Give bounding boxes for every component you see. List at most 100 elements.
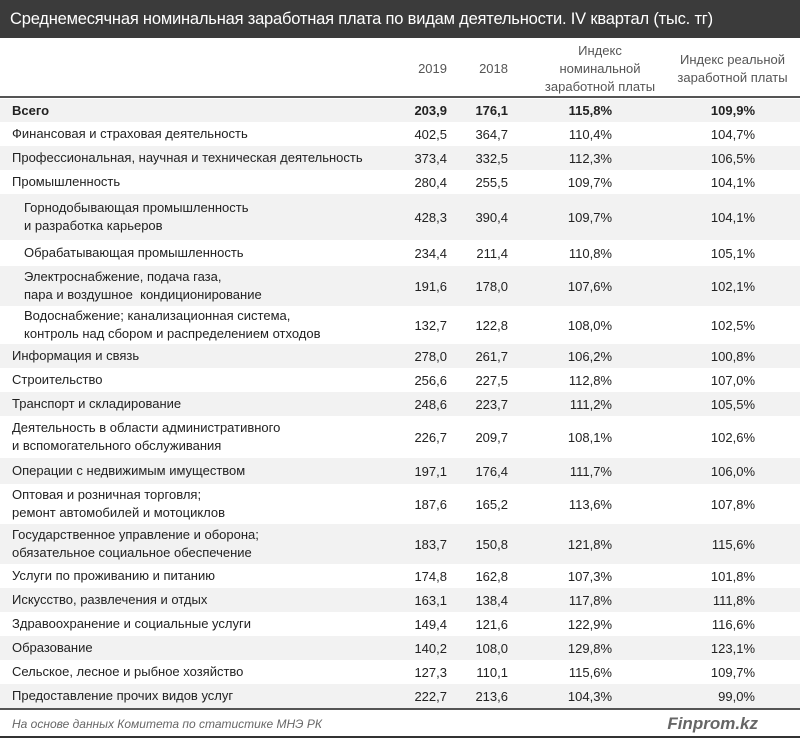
real-index: 106,0%	[710, 463, 755, 479]
value-2019: 140,2	[414, 640, 447, 656]
value-2018: 178,0	[475, 278, 508, 294]
value-2018: 213,6	[475, 688, 508, 704]
row-label: Горнодобывающая промышленность и разрабо…	[24, 200, 249, 233]
table-row: Оптовая и розничная торговля; ремонт авт…	[0, 484, 800, 524]
real-index: 116,6%	[711, 616, 755, 632]
table-row: Водоснабжение; канализационная система, …	[0, 306, 800, 344]
row-label: Информация и связь	[12, 348, 140, 363]
real-index: 104,1%	[710, 174, 755, 190]
row-label: Промышленность	[12, 174, 121, 189]
nominal-index: 107,3%	[567, 568, 612, 584]
value-2018: 209,7	[475, 429, 508, 445]
nominal-index: 113,6%	[568, 496, 612, 512]
row-label: Государственное управление и оборона; об…	[12, 527, 259, 560]
real-index: 111,8%	[712, 592, 755, 608]
value-2019: 127,3	[414, 664, 447, 680]
real-index: 104,7%	[710, 126, 755, 142]
header-nominal-index: Индекс номинальной заработной платы	[544, 43, 656, 94]
table-row: Деятельность в области административного…	[0, 416, 800, 458]
nominal-index: 109,7%	[567, 209, 612, 225]
nominal-index: 122,9%	[567, 616, 612, 632]
value-2019: 132,7	[414, 317, 447, 333]
value-2019: 402,5	[414, 126, 447, 142]
real-index: 123,1%	[710, 640, 755, 656]
nominal-index: 111,7%	[569, 463, 612, 479]
row-label: Профессиональная, научная и техническая …	[12, 150, 363, 165]
real-index: 99,0%	[718, 688, 755, 704]
row-label: Образование	[12, 640, 93, 655]
value-2018: 176,1	[475, 103, 508, 118]
nominal-index: 107,6%	[567, 278, 612, 294]
value-2018: 150,8	[475, 536, 508, 552]
real-index: 105,1%	[710, 245, 755, 261]
value-2019: 163,1	[414, 592, 447, 608]
table-row: Искусство, развлечения и отдых 163,1 138,4…	[0, 588, 800, 612]
value-2019: 191,6	[414, 278, 447, 294]
nominal-index: 117,8%	[568, 592, 612, 608]
real-index: 104,1%	[710, 209, 755, 225]
real-index: 102,6%	[710, 429, 755, 445]
table-row: Промышленность 280,4 255,5 109,7% 104,1%	[0, 170, 800, 194]
nominal-index: 108,1%	[567, 429, 612, 445]
row-label: Водоснабжение; канализационная система, …	[24, 308, 321, 341]
table-row: Горнодобывающая промышленность и разрабо…	[0, 194, 800, 240]
value-2018: 122,8	[475, 317, 508, 333]
value-2018: 211,4	[476, 245, 508, 261]
table-title: Среднемесячная номинальная заработная пл…	[0, 0, 800, 38]
row-label: Здравоохранение и социальные услуги	[12, 616, 251, 631]
real-index: 101,8%	[710, 568, 755, 584]
table-row: Сельское, лесное и рыбное хозяйство 127,3…	[0, 660, 800, 684]
real-index: 100,8%	[710, 348, 755, 364]
row-label: Всего	[12, 102, 50, 118]
value-2019: 256,6	[414, 372, 447, 388]
value-2019: 183,7	[414, 536, 447, 552]
row-label: Строительство	[12, 372, 103, 387]
real-index: 109,7%	[710, 664, 755, 680]
row-label: Электроснабжение, подача газа, пара и во…	[24, 269, 262, 302]
value-2019: 149,4	[414, 616, 447, 632]
table-row: Предоставление прочих видов услуг 222,7 21…	[0, 684, 800, 708]
nominal-index: 115,8%	[568, 103, 612, 118]
table-row: Услуги по проживанию и питанию 174,8 162,8…	[0, 564, 800, 588]
table-row: Обрабатывающая промышленность 234,4 211,4 1…	[0, 240, 800, 266]
table-row: Электроснабжение, подача газа, пара и во…	[0, 266, 800, 306]
table-row: Здравоохранение и социальные услуги 149,4…	[0, 612, 800, 636]
value-2018: 227,5	[475, 372, 508, 388]
row-label: Транспорт и складирование	[12, 396, 182, 411]
table-row: Информация и связь 278,0 261,7 106,2% 100,8%	[0, 344, 800, 368]
value-2018: 110,1	[476, 664, 508, 680]
row-label: Операции с недвижимым имуществом	[12, 463, 246, 478]
nominal-index: 110,4%	[568, 126, 612, 142]
real-index: 106,5%	[710, 150, 755, 166]
footer: На основе данных Комитета по статистике …	[0, 708, 800, 738]
row-label: Деятельность в области административного…	[12, 420, 281, 453]
brand-logo: Finprom.kz	[667, 714, 758, 733]
table-row: Транспорт и складирование 248,6 223,7 111,2…	[0, 392, 800, 416]
value-2019: 226,7	[414, 429, 447, 445]
table-row: Образование 140,2 108,0 129,8% 123,1%	[0, 636, 800, 660]
table-row: Строительство 256,6 227,5 112,8% 107,0%	[0, 368, 800, 392]
nominal-index: 115,6%	[568, 664, 612, 680]
value-2018: 255,5	[475, 174, 508, 190]
nominal-index: 110,8%	[568, 245, 612, 261]
value-2018: 138,4	[475, 592, 508, 608]
table-row: Профессиональная, научная и техническая …	[0, 146, 800, 170]
header-real-index: Индекс реальной заработной платы	[677, 52, 788, 85]
value-2019: 234,4	[414, 245, 447, 261]
real-index: 107,0%	[710, 372, 755, 388]
nominal-index: 106,2%	[567, 348, 612, 364]
value-2019: 222,7	[414, 688, 447, 704]
value-2019: 248,6	[414, 396, 447, 412]
value-2018: 162,8	[475, 568, 508, 584]
real-index: 107,8%	[710, 496, 755, 512]
row-label: Обрабатывающая промышленность	[24, 245, 244, 260]
header-2018: 2018	[479, 61, 508, 76]
nominal-index: 108,0%	[567, 317, 612, 333]
nominal-index: 112,8%	[568, 372, 612, 388]
real-index: 102,5%	[710, 317, 755, 333]
value-2019: 278,0	[414, 348, 447, 364]
value-2018: 364,7	[475, 126, 508, 142]
real-index: 115,6%	[711, 536, 755, 552]
real-index: 109,9%	[710, 103, 755, 118]
value-2019: 428,3	[414, 209, 447, 225]
